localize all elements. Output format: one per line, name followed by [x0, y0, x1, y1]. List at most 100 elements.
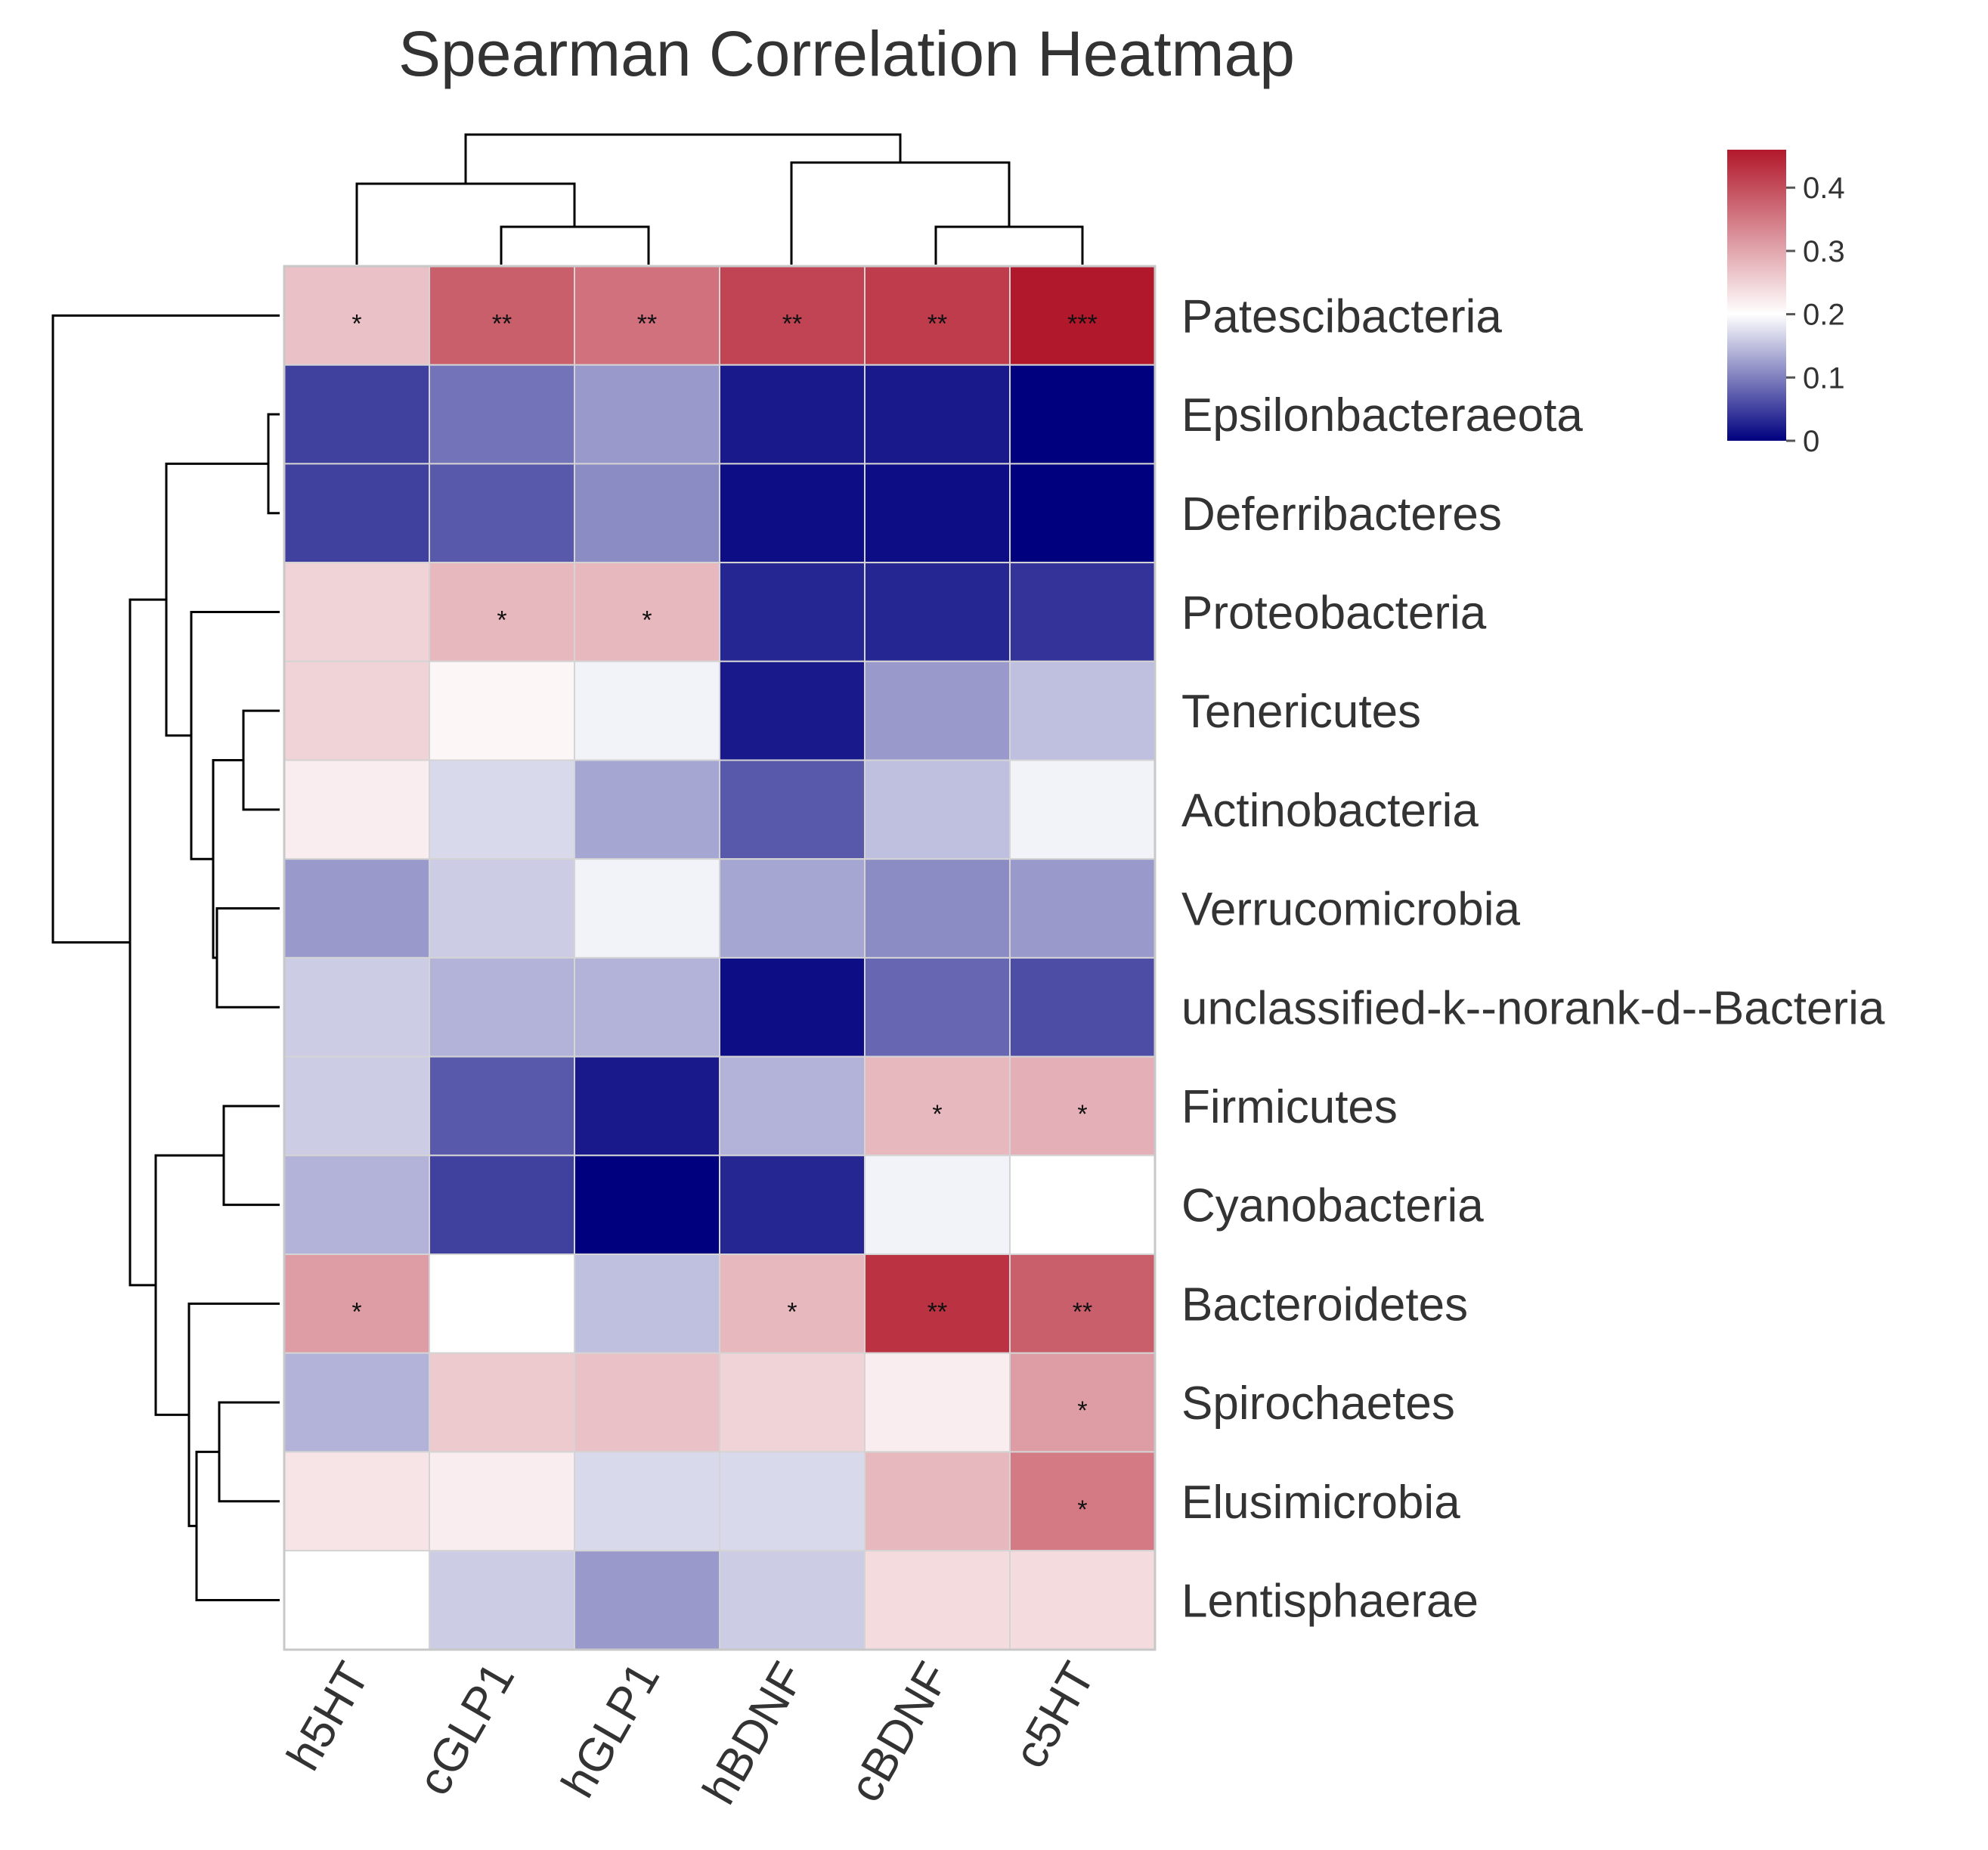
heatmap-cell: [1009, 364, 1156, 465]
heatmap-cell: [719, 1055, 865, 1157]
heatmap-cell: [864, 660, 1011, 761]
heatmap-cell: [283, 562, 430, 662]
row-label: Proteobacteria: [1181, 587, 1487, 639]
heatmap-cell: [574, 660, 720, 761]
heatmap-cell: [719, 660, 865, 761]
heatmap-cell: [1009, 463, 1156, 564]
heatmap-cell: [574, 956, 720, 1058]
heatmap-cell: [283, 265, 430, 366]
heatmap-cell: [719, 759, 865, 860]
heatmap-cell: [719, 1253, 865, 1354]
heatmap-cells: [283, 265, 1156, 1650]
heatmap-cell: [719, 858, 865, 959]
row-label: Verrucomicrobia: [1181, 884, 1520, 936]
heatmap-cell: [1009, 858, 1156, 959]
heatmap-cell: [574, 265, 720, 366]
row-dendrogram-link: [215, 907, 280, 1009]
row-dendrogram-link: [190, 610, 280, 860]
heatmap-cell: [429, 1154, 575, 1256]
row-label: Patescibacteria: [1181, 290, 1502, 342]
row-dendrogram-link: [165, 462, 268, 737]
row-dendrogram: [51, 314, 280, 1601]
heatmap-cell: [574, 759, 720, 860]
heatmap-cell: [1009, 1550, 1156, 1650]
heatmap-cell: [429, 858, 575, 959]
column-dendrogram: [355, 133, 1084, 265]
heatmap-cell: [864, 1253, 1011, 1354]
heatmap-cell: [864, 759, 1011, 860]
heatmap-cell: [864, 1154, 1011, 1256]
heatmap-cell: [283, 759, 430, 860]
row-label: Spirochaetes: [1181, 1377, 1455, 1430]
significance-mark: *: [1077, 1396, 1087, 1425]
row-label: Epsilonbacteraeota: [1181, 389, 1583, 442]
row-labels: Patescibacteria Epsilonbacteraeota Deferri…: [1181, 290, 1885, 1627]
heatmap-cell: [719, 1154, 865, 1256]
column-label: h5HT: [277, 1654, 380, 1780]
heatmap-cell: [429, 463, 575, 564]
row-dendrogram-link: [267, 413, 280, 515]
row-dendrogram-link: [51, 314, 280, 944]
heatmap-cell: [283, 660, 430, 761]
heatmap-cell: [574, 1154, 720, 1256]
heatmap-cell: [864, 1451, 1011, 1552]
heatmap-cell: [574, 1253, 720, 1354]
heatmap-cell: [719, 364, 865, 465]
heatmap-cell: [864, 858, 1011, 959]
heatmap-cell: [719, 562, 865, 662]
column-dendrogram-link: [934, 225, 1084, 265]
colorbar-gradient: [1727, 150, 1786, 441]
heatmap-cell: [864, 956, 1011, 1058]
heatmap-cell: [429, 562, 575, 662]
significance-mark: *: [497, 606, 506, 634]
heatmap-cell: [429, 1550, 575, 1650]
column-dendrogram-link: [500, 225, 650, 265]
colorbar-tick-label: 0.4: [1803, 172, 1845, 205]
significance-mark: *: [1077, 1495, 1087, 1524]
heatmap-cell: [1009, 1352, 1156, 1453]
heatmap-cell: [864, 562, 1011, 662]
row-label: Cyanobacteria: [1181, 1180, 1484, 1232]
heatmap-cell: [719, 1451, 865, 1552]
row-label: Firmicutes: [1181, 1081, 1398, 1133]
heatmap-cell: [429, 364, 575, 465]
heatmap-cell: [429, 660, 575, 761]
heatmap-cell: [574, 1352, 720, 1453]
column-label: c5HT: [1004, 1654, 1105, 1777]
heatmap-cell: [864, 364, 1011, 465]
heatmap-cell: [574, 1451, 720, 1552]
significance-mark: **: [492, 309, 512, 338]
chart-title: Spearman Correlation Heatmap: [398, 18, 1295, 89]
significance-mark: *: [932, 1100, 942, 1129]
row-dendrogram-link: [218, 1401, 280, 1503]
significance-mark: **: [927, 309, 947, 338]
row-label: Deferribacteres: [1181, 488, 1502, 541]
significance-mark: *: [351, 309, 361, 338]
row-label: Tenericutes: [1181, 686, 1421, 738]
heatmap-cell: [429, 956, 575, 1058]
heatmap-cell: [429, 1253, 575, 1354]
heatmap-cell: [283, 1451, 430, 1552]
row-label: Bacteroidetes: [1181, 1278, 1468, 1331]
heatmap-cell: [429, 1352, 575, 1453]
column-dendrogram-link: [355, 182, 576, 265]
column-dendrogram-link: [790, 161, 1011, 265]
heatmap-cell: [864, 1550, 1011, 1650]
heatmap-cell: [719, 1550, 865, 1650]
significance-mark: *: [642, 606, 652, 634]
row-dendrogram-link: [222, 1105, 280, 1207]
heatmap-cell: [1009, 562, 1156, 662]
heatmap-cell: [283, 858, 430, 959]
heatmap-cell: [1009, 759, 1156, 860]
heatmap-cell: [1009, 1055, 1156, 1157]
heatmap-cell: [1009, 1451, 1156, 1552]
column-labels: h5HT cGLP1 hGLP1 hBDNF cBDNF c5HT: [277, 1654, 1106, 1814]
row-label: Actinobacteria: [1181, 785, 1479, 837]
row-label: Elusimicrobia: [1181, 1477, 1460, 1529]
colorbar: 0 0.1 0.2 0.3 0.4: [1727, 150, 1845, 458]
significance-labels: * ** ** ** ** **** ** ** * ** ****: [351, 309, 1097, 1523]
heatmap-cell: [283, 1550, 430, 1650]
heatmap-cell: [864, 1055, 1011, 1157]
column-label: cBDNF: [839, 1654, 960, 1811]
heatmap-cell: [429, 759, 575, 860]
